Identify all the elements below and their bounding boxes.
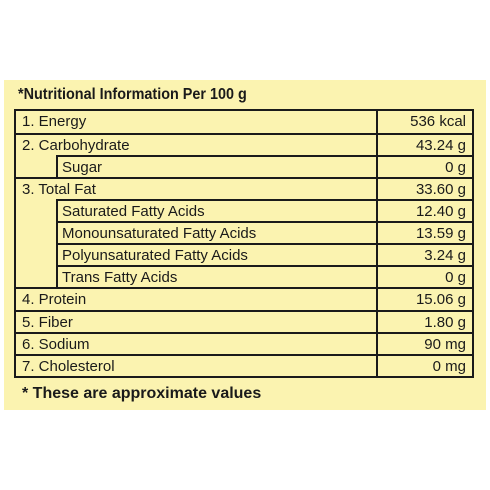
- nutrient-value: 0 g: [445, 159, 466, 176]
- footnote: * These are approximate values: [22, 385, 262, 402]
- table-row: 6. Sodium 90 mg: [16, 334, 472, 356]
- nutrient-name: Trans Fatty Acids: [62, 269, 178, 286]
- nutrient-name: Saturated Fatty Acids: [62, 203, 205, 220]
- table-row: 5. Fiber 1.80 g: [16, 312, 472, 334]
- table-row: 1. Energy 536 kcal: [16, 111, 472, 133]
- row-divider: [16, 177, 472, 179]
- table-row: Trans Fatty Acids 0 g: [16, 267, 472, 289]
- nutrient-value: 90 mg: [424, 336, 466, 353]
- table-row: Polyunsaturated Fatty Acids 3.24 g: [16, 245, 472, 267]
- nutrient-value: 43.24 g: [415, 137, 466, 154]
- row-divider: [16, 310, 472, 312]
- row-divider: [56, 155, 472, 157]
- nutrient-value: 536 kcal: [410, 113, 466, 130]
- nutrition-title: *Nutritional Information Per 100 g: [18, 86, 247, 103]
- nutrient-name: 3. Total Fat: [22, 181, 96, 198]
- table-row: 2. Carbohydrate 43.24 g: [16, 135, 472, 157]
- nutrient-value: 12.40 g: [415, 203, 466, 220]
- nutrition-panel: *Nutritional Information Per 100 g 1. En…: [4, 80, 486, 410]
- row-divider: [16, 354, 472, 356]
- nutrient-value: 0 mg: [432, 358, 466, 375]
- indent-divider: [56, 155, 58, 177]
- nutrient-value: 1.80 g: [424, 314, 466, 331]
- nutrient-value: 33.60 g: [415, 181, 466, 198]
- nutrient-value: 15.06 g: [415, 291, 466, 308]
- indent-divider: [56, 199, 58, 287]
- row-divider: [56, 243, 472, 245]
- nutrient-value: 0 g: [445, 269, 466, 286]
- nutrition-table: 1. Energy 536 kcal 2. Carbohydrate 43.24…: [14, 109, 474, 378]
- nutrient-name: 4. Protein: [22, 291, 87, 308]
- table-row: 4. Protein 15.06 g: [16, 289, 472, 311]
- nutrient-name: 7. Cholesterol: [22, 358, 115, 375]
- table-row: Sugar 0 g: [16, 157, 472, 179]
- row-divider: [16, 332, 472, 334]
- nutrient-name: 5. Fiber: [22, 314, 73, 331]
- nutrient-value: 13.59 g: [415, 225, 466, 242]
- nutrient-name: Monounsaturated Fatty Acids: [62, 225, 257, 242]
- row-divider: [56, 199, 472, 201]
- table-row: Saturated Fatty Acids 12.40 g: [16, 201, 472, 223]
- nutrient-name: Sugar: [62, 159, 103, 176]
- table-row: 7. Cholesterol 0 mg: [16, 356, 472, 378]
- table-row: 3. Total Fat 33.60 g: [16, 179, 472, 201]
- table-row: Monounsaturated Fatty Acids 13.59 g: [16, 223, 472, 245]
- row-divider: [16, 287, 472, 289]
- nutrient-value: 3.24 g: [424, 247, 466, 264]
- nutrient-name: 1. Energy: [22, 113, 87, 130]
- nutrient-name: Polyunsaturated Fatty Acids: [62, 247, 248, 264]
- row-divider: [16, 133, 472, 135]
- row-divider: [56, 265, 472, 267]
- nutrient-name: 2. Carbohydrate: [22, 137, 130, 154]
- nutrient-name: 6. Sodium: [22, 336, 90, 353]
- row-divider: [56, 221, 472, 223]
